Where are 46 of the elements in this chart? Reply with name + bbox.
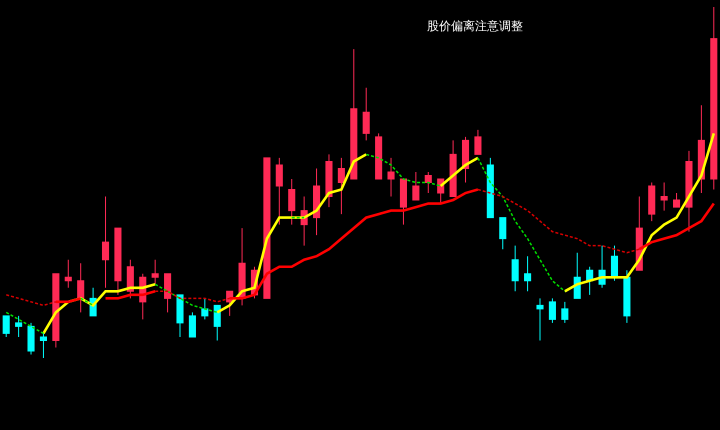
candlestick xyxy=(524,256,532,292)
candlestick xyxy=(40,332,47,358)
candlestick xyxy=(64,259,72,288)
candlestick xyxy=(499,217,506,250)
candlestick xyxy=(338,157,345,215)
candlestick xyxy=(214,304,221,341)
candlestick xyxy=(536,298,544,341)
candlestick xyxy=(77,262,84,313)
candlestick xyxy=(102,196,110,288)
candlestick xyxy=(486,157,494,218)
candlestick xyxy=(188,312,196,338)
candlestick xyxy=(387,157,395,198)
candlestick xyxy=(276,157,283,226)
candlestick xyxy=(176,294,184,338)
candlestick xyxy=(325,154,333,208)
candlestick xyxy=(548,298,556,324)
candlestick xyxy=(350,48,358,180)
candlestick xyxy=(660,182,668,212)
candlestick xyxy=(126,259,134,299)
candlestick xyxy=(164,273,172,313)
candlestick xyxy=(450,140,457,198)
candlestick xyxy=(462,136,470,183)
annotation: 股价偏离注意调整 xyxy=(427,19,523,33)
candlestick xyxy=(412,171,420,201)
candlestick xyxy=(362,87,370,141)
candlestick xyxy=(710,6,718,190)
candlestick xyxy=(685,150,693,232)
candlestick xyxy=(263,157,270,299)
candlestick xyxy=(610,245,618,282)
candlestick xyxy=(673,192,680,208)
candlestick xyxy=(424,171,432,194)
candlestick xyxy=(375,132,382,180)
candlestick xyxy=(114,228,122,296)
candlestick xyxy=(561,301,568,324)
candlestick xyxy=(648,182,656,222)
candlestick xyxy=(400,178,407,226)
candlestick xyxy=(288,178,296,226)
candlestick xyxy=(52,273,60,348)
candlestick xyxy=(152,259,159,285)
candlestick xyxy=(623,270,630,324)
candlestick xyxy=(15,315,22,338)
candlestick xyxy=(512,245,519,292)
candlestick xyxy=(2,315,10,338)
candlestick xyxy=(27,322,35,355)
candlestick xyxy=(201,298,208,320)
candlestick xyxy=(474,129,482,155)
